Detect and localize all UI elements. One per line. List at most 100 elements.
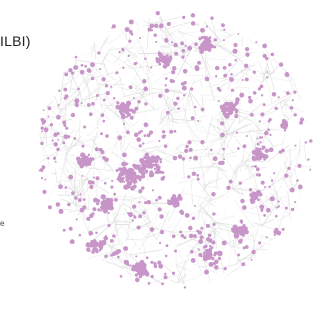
- network-edge: [67, 74, 73, 80]
- network-edge: [133, 189, 151, 203]
- network-node: [88, 112, 93, 117]
- network-edge: [174, 108, 192, 114]
- network-node: [100, 113, 105, 118]
- network-edge: [201, 223, 206, 232]
- network-node: [105, 197, 112, 204]
- network-node: [189, 87, 194, 91]
- network-edge: [196, 242, 198, 257]
- network-node: [293, 90, 297, 94]
- network-node: [208, 36, 212, 39]
- network-node: [120, 114, 126, 120]
- network-node: [150, 274, 154, 279]
- network-edge: [200, 162, 215, 179]
- network-edge: [141, 47, 151, 75]
- network-node: [187, 140, 192, 145]
- network-edge: [71, 75, 83, 101]
- network-node: [184, 148, 189, 154]
- network-edge: [136, 149, 154, 155]
- network-edge: [130, 94, 143, 101]
- network-node: [234, 114, 239, 119]
- network-edge: [193, 120, 210, 133]
- network-edge: [55, 208, 72, 211]
- network-node: [147, 282, 151, 285]
- network-node: [259, 204, 265, 210]
- network-node: [181, 157, 186, 161]
- network-node: [118, 167, 122, 171]
- network-node: [309, 139, 313, 143]
- network-node: [95, 94, 99, 97]
- network-edge: [119, 75, 125, 97]
- network-edge: [166, 102, 178, 113]
- network-edge: [213, 229, 222, 234]
- network-edge: [117, 198, 137, 203]
- network-edge: [236, 209, 268, 218]
- network-node: [112, 97, 116, 100]
- network-edge: [181, 230, 207, 251]
- network-edge: [218, 79, 232, 90]
- network-node: [276, 230, 282, 236]
- network-node: [150, 66, 153, 69]
- network-node: [197, 119, 200, 122]
- network-edge: [94, 42, 107, 60]
- network-node: [245, 135, 248, 137]
- network-edge: [215, 221, 225, 225]
- network-node: [66, 135, 71, 139]
- network-node: [274, 106, 278, 110]
- network-node: [123, 184, 129, 190]
- network-node: [268, 147, 274, 153]
- network-edge: [102, 36, 109, 44]
- network-node: [207, 233, 212, 238]
- network-edge: [91, 178, 110, 184]
- network-node: [104, 84, 109, 88]
- network-node: [239, 227, 245, 233]
- network-edge: [193, 45, 203, 58]
- network-edge: [145, 140, 155, 144]
- network-node: [153, 23, 159, 29]
- network-node: [137, 131, 141, 135]
- network-node: [265, 236, 268, 239]
- network-node: [207, 255, 212, 260]
- network-node: [224, 106, 229, 112]
- network-edge: [91, 152, 97, 184]
- network-node: [171, 70, 176, 75]
- network-edge: [186, 245, 207, 251]
- network-edge: [231, 188, 244, 195]
- network-edge: [261, 235, 263, 255]
- network-node: [96, 198, 101, 203]
- network-node: [110, 85, 113, 88]
- network-edge: [75, 59, 106, 65]
- network-edge: [270, 192, 280, 202]
- network-edge: [224, 209, 232, 243]
- network-node: [264, 148, 270, 154]
- network-node: [158, 62, 162, 66]
- network-edge: [240, 64, 256, 72]
- network-node: [183, 286, 187, 289]
- network-node: [205, 223, 210, 228]
- network-node: [89, 213, 94, 219]
- network-node: [242, 246, 246, 250]
- network-node: [169, 55, 173, 58]
- network-edge: [261, 103, 289, 118]
- network-node: [93, 247, 96, 250]
- network-edge: [215, 227, 235, 233]
- network-node: [44, 178, 47, 181]
- network-edge: [89, 45, 97, 49]
- network-edge: [169, 120, 178, 124]
- network-node: [242, 226, 245, 229]
- network-node: [41, 165, 46, 170]
- network-node: [234, 102, 238, 106]
- network-edge: [62, 171, 80, 196]
- network-node: [68, 174, 74, 180]
- network-node: [135, 255, 138, 258]
- network-node: [183, 94, 186, 97]
- network-edge: [247, 38, 261, 48]
- network-node: [238, 181, 242, 185]
- network-edge: [108, 243, 120, 248]
- network-edge: [65, 140, 74, 155]
- network-edge: [83, 209, 86, 221]
- network-node: [97, 208, 101, 212]
- network-edge: [148, 142, 169, 153]
- network-node: [128, 85, 133, 90]
- network-edge: [88, 223, 106, 233]
- network-node: [135, 174, 141, 180]
